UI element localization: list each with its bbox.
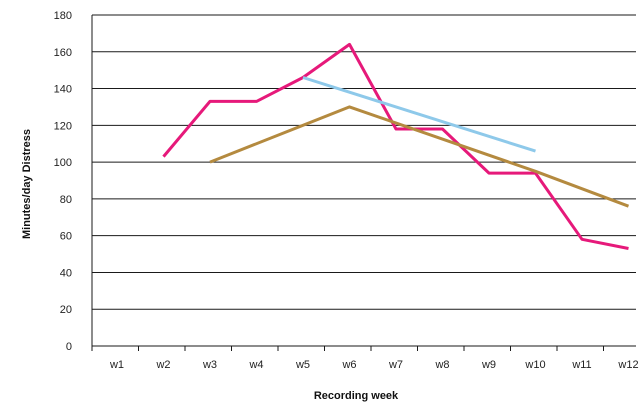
y-tick-label: 100 (54, 157, 72, 169)
y-tick-label: 140 (54, 84, 72, 96)
series-line-1 (164, 44, 629, 248)
x-tick-label: w2 (155, 359, 170, 371)
y-tick-label: 120 (54, 120, 72, 132)
axes (92, 15, 636, 351)
y-tick-label: 0 (66, 341, 72, 353)
x-tick-label: w9 (481, 359, 496, 371)
x-axis-label: Recording week (314, 390, 399, 402)
x-tick-label: w5 (295, 359, 310, 371)
y-tick-label: 20 (60, 304, 72, 316)
x-tick-label: w7 (388, 359, 403, 371)
y-tick-label: 180 (54, 10, 72, 22)
x-tick-label: w6 (341, 359, 356, 371)
y-tick-label: 80 (60, 194, 72, 206)
data-series (164, 44, 629, 248)
series-line-2 (210, 107, 629, 206)
x-tick-label: w12 (617, 359, 638, 371)
x-tick-label: w10 (524, 359, 545, 371)
x-tick-label: w8 (434, 359, 449, 371)
y-axis-label: Minutes/day Distress (21, 129, 33, 239)
y-tick-label: 40 (60, 267, 72, 279)
x-tick-labels: w1 w2 w3 w4 w5 w6 w7 w8 w9 w10 w11 w12 (109, 359, 639, 371)
y-tick-label: 160 (54, 47, 72, 59)
y-tick-labels: 0 20 40 60 80 100 120 140 160 180 (54, 10, 72, 353)
x-tick-label: w1 (109, 359, 124, 371)
x-tick-label: w11 (571, 359, 591, 371)
x-tick-label: w4 (248, 359, 263, 371)
x-tick-label: w3 (202, 359, 217, 371)
gridlines (92, 15, 636, 309)
y-tick-label: 60 (60, 231, 72, 243)
